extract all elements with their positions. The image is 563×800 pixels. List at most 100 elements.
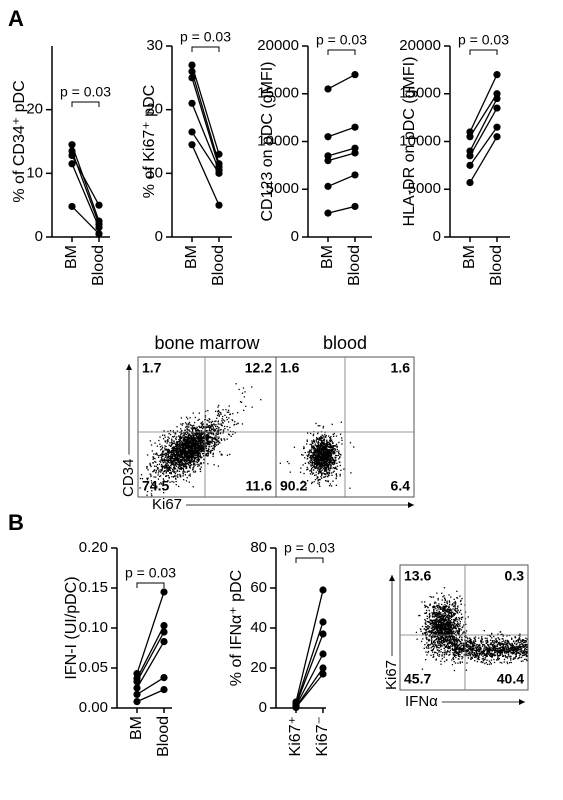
event-dot [183, 471, 185, 473]
event-dot [336, 455, 338, 457]
event-dot [509, 656, 511, 658]
event-dot [326, 460, 328, 462]
event-dot [486, 648, 488, 650]
event-dot [440, 612, 442, 614]
event-dot [184, 422, 187, 424]
event-dot [199, 447, 201, 449]
event-dot [432, 645, 434, 647]
event-dot [440, 606, 442, 608]
event-dot [216, 430, 218, 432]
event-dot [169, 450, 171, 452]
event-dot [211, 432, 213, 434]
event-dot [193, 427, 195, 429]
event-dot [485, 652, 488, 655]
event-dot [429, 603, 431, 605]
event-dot [481, 636, 483, 638]
event-dot [456, 640, 458, 642]
event-dot [165, 475, 167, 477]
event-dot [170, 445, 173, 447]
event-dot [449, 621, 451, 623]
event-dot [438, 655, 440, 657]
event-dot [186, 447, 188, 449]
event-dot [169, 445, 172, 447]
event-dot [200, 463, 203, 465]
event-dot [428, 638, 430, 640]
event-dot [222, 429, 225, 431]
event-dot [181, 460, 183, 463]
event-dot [311, 460, 314, 462]
event-dot [164, 464, 167, 466]
event-dot [323, 455, 326, 457]
event-dot [429, 644, 431, 646]
event-dot [198, 458, 201, 460]
event-dot [428, 626, 430, 628]
event-dot [214, 445, 216, 448]
event-dot [169, 481, 171, 483]
event-dot [312, 452, 315, 454]
event-dot [442, 596, 444, 598]
event-dot [167, 479, 169, 482]
event-dot [317, 441, 319, 443]
event-dot [204, 418, 207, 420]
event-dot [178, 440, 181, 443]
event-dot [515, 648, 517, 650]
event-dot [195, 442, 197, 444]
event-dot [243, 396, 245, 398]
event-dot [174, 453, 176, 455]
event-dot [161, 465, 163, 467]
event-dot [329, 440, 332, 443]
event-dot [204, 454, 207, 457]
event-dot [173, 447, 175, 449]
event-dot [333, 445, 335, 447]
event-dot [431, 623, 434, 625]
event-dot [186, 458, 188, 460]
event-dot [188, 449, 190, 451]
event-dot [213, 448, 215, 451]
event-dot [314, 467, 316, 469]
event-dot [432, 621, 434, 623]
event-dot [155, 476, 157, 478]
event-dot [324, 443, 326, 445]
event-dot [201, 439, 203, 441]
significance-bracket [327, 49, 356, 55]
event-dot [319, 466, 321, 469]
event-dot [502, 638, 504, 640]
event-dot [188, 445, 190, 448]
event-dot [427, 625, 429, 627]
event-dot [162, 489, 165, 491]
event-dot [444, 645, 446, 647]
event-dot [195, 455, 197, 457]
event-dot [150, 465, 152, 468]
event-dot [313, 440, 315, 442]
event-dot [189, 461, 192, 464]
event-dot [165, 462, 167, 464]
event-dot [506, 651, 508, 653]
event-dot [176, 454, 178, 456]
event-dot [323, 464, 326, 466]
event-dot [184, 448, 186, 450]
event-dot [199, 440, 201, 442]
dot [160, 686, 168, 694]
event-dot [424, 601, 426, 603]
event-dot [191, 461, 193, 463]
event-dot [206, 435, 208, 437]
event-dot [181, 432, 183, 435]
event-dot [522, 646, 524, 648]
event-dot [499, 661, 501, 664]
event-dot [197, 465, 199, 467]
event-dot [171, 455, 174, 457]
event-dot [489, 635, 492, 638]
event-dot [440, 617, 442, 619]
event-dot [188, 441, 190, 443]
event-dot [519, 647, 521, 649]
event-dot [459, 621, 461, 623]
event-dot [432, 641, 435, 644]
event-dot [446, 646, 448, 648]
event-dot [516, 647, 518, 649]
event-dot [175, 477, 177, 479]
dot [319, 618, 327, 626]
event-dot [164, 434, 166, 436]
event-dot [445, 640, 447, 642]
event-dot [217, 411, 219, 413]
event-dot [203, 451, 205, 453]
